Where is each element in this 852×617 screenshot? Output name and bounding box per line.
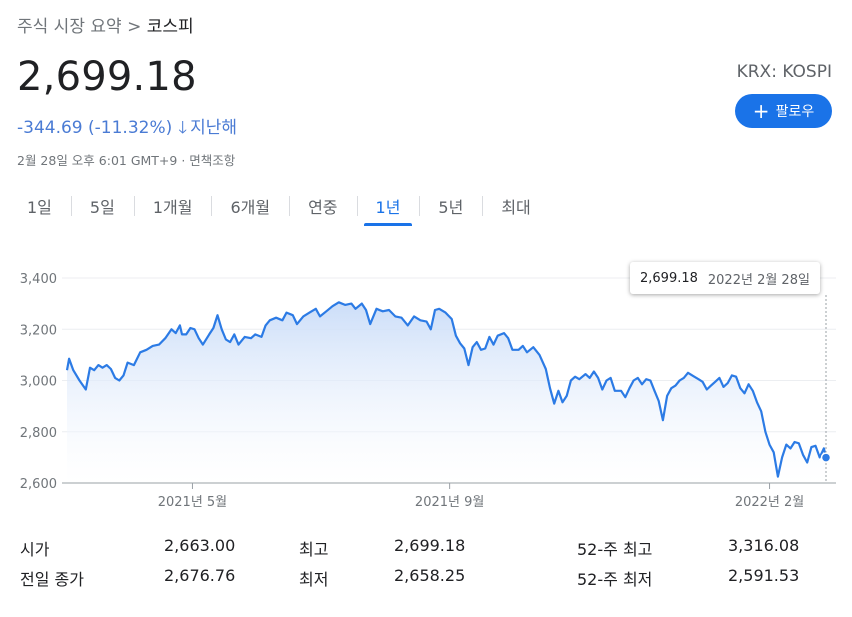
stat-52w-high-label: 52-주 최고	[577, 540, 653, 559]
change-value: -344.69 (-11.32%)	[17, 118, 173, 138]
breadcrumb-parent[interactable]: 주식 시장 요약	[17, 17, 122, 37]
breadcrumb: 주식 시장 요약 > 코스피	[17, 12, 194, 37]
chart-tooltip: 2,699.18 2022년 2월 28일	[630, 262, 820, 294]
range-tabs: 1일 5일 1개월 6개월 연중 1년 5년 최대	[8, 190, 550, 230]
stat-prev-close-label: 전일 종가	[20, 570, 84, 589]
follow-button[interactable]: + 팔로우	[735, 94, 832, 128]
plus-icon: +	[752, 99, 770, 123]
stat-high-value: 2,699.18	[394, 536, 466, 555]
price-change: -344.69 (-11.32%) 🡓 지난해	[17, 113, 237, 144]
breadcrumb-current: 코스피	[146, 17, 194, 37]
tab-1y[interactable]: 1년	[356, 190, 420, 230]
stat-open-label: 시가	[20, 540, 50, 559]
series-line	[65, 301, 828, 478]
stat-open-value: 2,663.00	[164, 536, 236, 555]
y-tick-label: 2,600	[20, 477, 57, 492]
tab-5d[interactable]: 5일	[70, 190, 134, 230]
price-chart[interactable]: 2,600 2,800 3,000 3,200 3,400 2021년 5월 2021년 9…	[0, 255, 852, 520]
tab-ytd[interactable]: 연중	[289, 190, 356, 230]
stat-high-label: 최고	[299, 540, 329, 559]
x-tick-label: 2021년 9월	[415, 495, 484, 510]
y-tick-label: 3,000	[20, 375, 57, 390]
last-point-marker[interactable]	[820, 452, 832, 463]
y-tick-label: 2,800	[20, 426, 57, 441]
follow-label: 팔로우	[775, 104, 815, 120]
tab-1m[interactable]: 1개월	[133, 190, 212, 230]
stat-52w-low-value: 2,591.53	[728, 566, 800, 585]
y-tick-label: 3,400	[20, 272, 57, 287]
stat-low-value: 2,658.25	[394, 566, 466, 585]
stat-52w-high-value: 3,316.08	[728, 536, 800, 555]
stat-52w-low-label: 52-주 최저	[577, 570, 653, 589]
tab-6m[interactable]: 6개월	[211, 190, 289, 230]
tab-5y[interactable]: 5년	[419, 190, 482, 230]
tab-1d[interactable]: 1일	[27, 198, 52, 217]
arrow-down-icon: 🡓	[178, 118, 188, 138]
tooltip-value: 2,699.18	[640, 270, 698, 286]
exchange-ticker: KRX: KOSPI	[736, 62, 832, 82]
series-area-fill	[67, 302, 826, 483]
tooltip-date: 2022년 2월 28일	[707, 272, 810, 288]
tab-max[interactable]: 최대	[482, 190, 549, 230]
stat-low-label: 최저	[299, 570, 329, 589]
stat-prev-close-value: 2,676.76	[164, 566, 236, 585]
change-period: 지난해	[190, 118, 238, 138]
y-tick-label: 3,200	[20, 323, 57, 338]
stats-table: 시가 2,663.00 전일 종가 2,676.76 최고 2,699.18 최…	[20, 536, 830, 596]
x-tick-label: 2022년 2월	[735, 495, 804, 510]
timestamp-disclaimer: 2월 28일 오후 6:01 GMT+9 · 면책조항	[17, 153, 236, 168]
x-tick-label: 2021년 5월	[158, 495, 227, 510]
current-price: 2,699.18	[17, 54, 197, 100]
breadcrumb-separator: >	[127, 17, 142, 37]
